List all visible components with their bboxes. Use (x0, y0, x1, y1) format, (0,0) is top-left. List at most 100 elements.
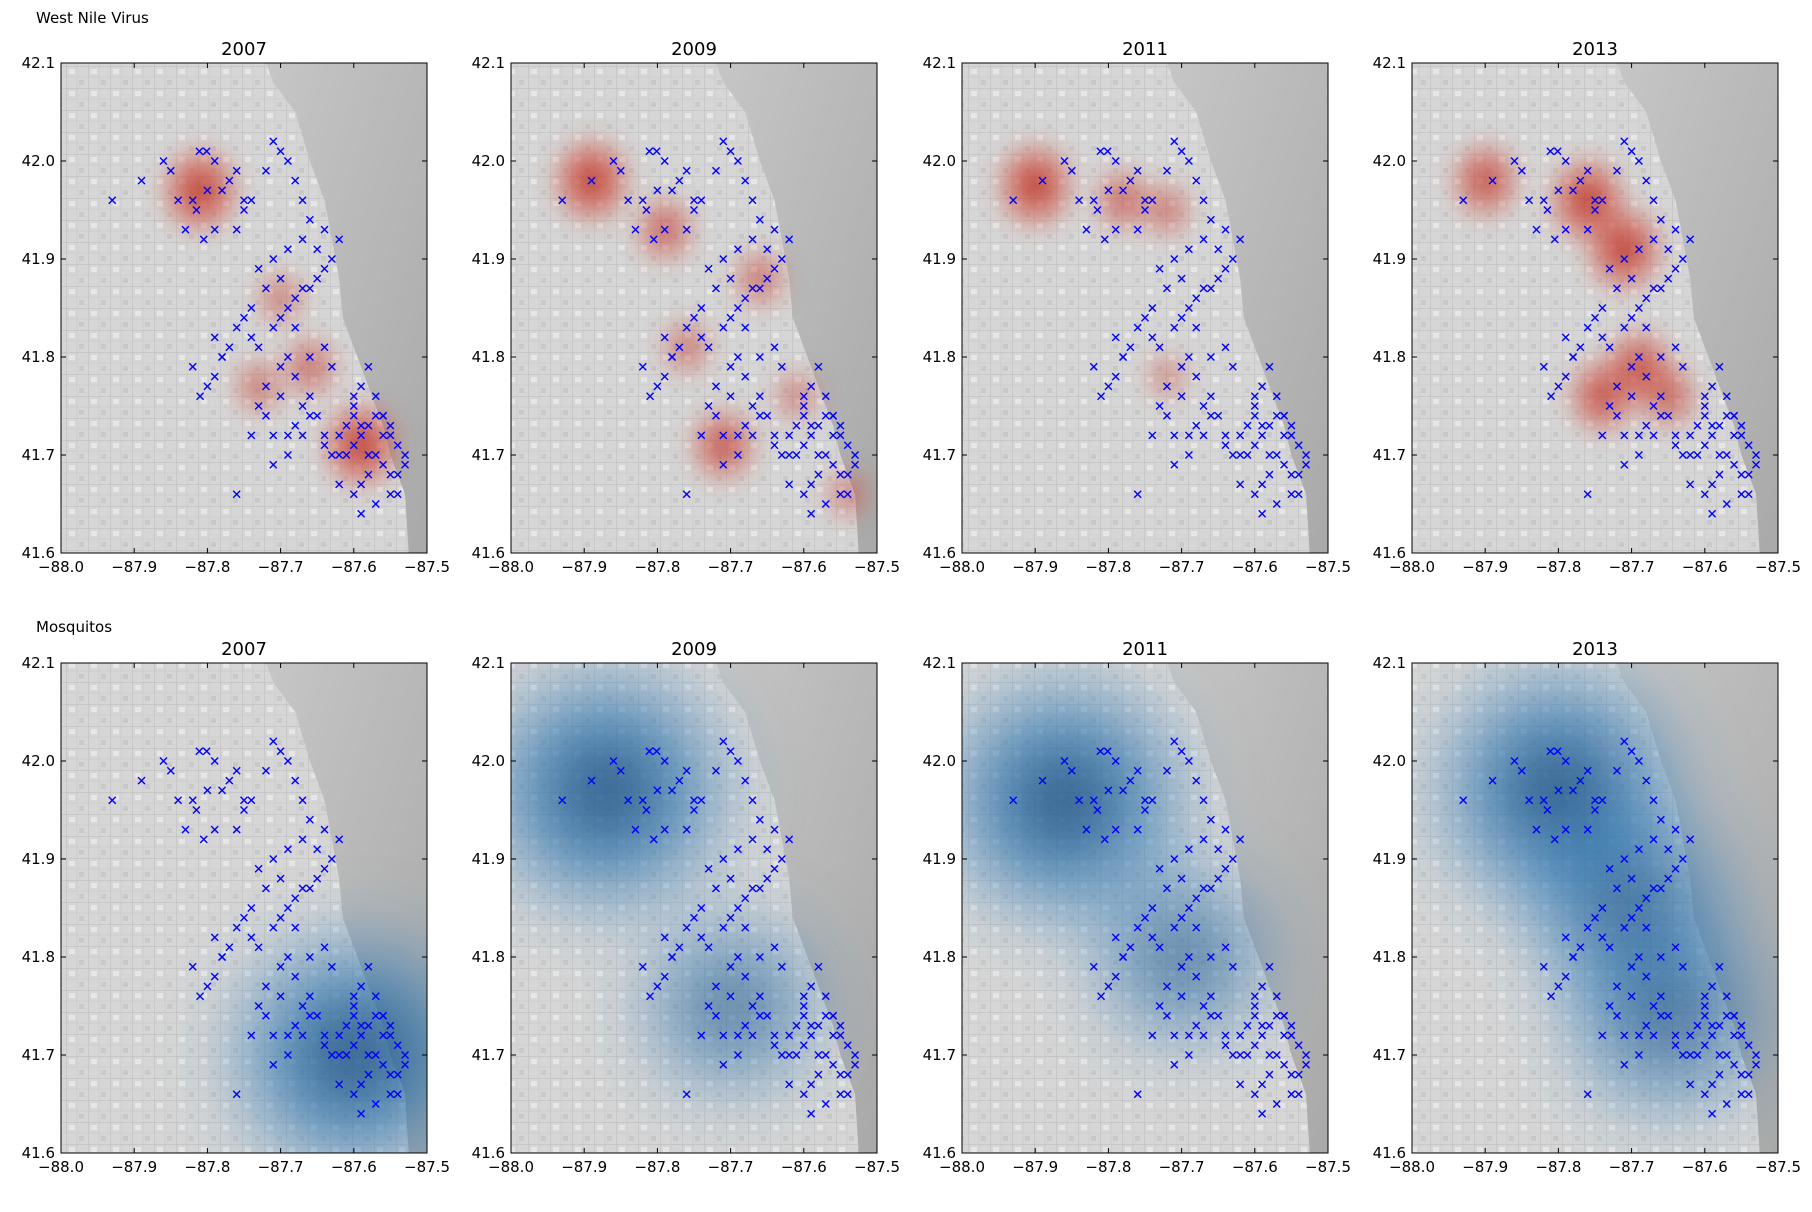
trap-marker (1459, 196, 1468, 205)
x-tick-label: −87.7 (1609, 1158, 1655, 1176)
trap-marker (726, 747, 735, 756)
x-tick-label: −88.0 (38, 558, 84, 576)
trap-marker (232, 490, 241, 499)
trap-marker (1250, 441, 1259, 450)
trap-marker (1730, 1060, 1739, 1069)
trap-marker (386, 1070, 395, 1079)
trap-marker (851, 460, 860, 469)
trap-marker (1547, 392, 1556, 401)
trap-marker (357, 1031, 366, 1040)
trap-marker (704, 943, 713, 952)
trap-marker (1678, 255, 1687, 263)
trap-marker (1744, 470, 1753, 479)
trap-marker (305, 411, 314, 420)
trap-marker (1598, 333, 1607, 342)
trap-marker (1546, 747, 1555, 756)
trap-marker (225, 176, 234, 185)
density-hotspot (1561, 351, 1643, 442)
trap-marker (1620, 460, 1629, 469)
trap-marker (232, 225, 241, 234)
trap-marker (1177, 747, 1186, 756)
y-tick-label: 42.1 (1373, 54, 1406, 72)
trap-marker (1627, 362, 1636, 371)
trap-marker (829, 431, 838, 440)
trap-marker (371, 392, 380, 401)
trap-marker (733, 904, 742, 912)
trap-marker (1737, 421, 1746, 430)
trap-marker (748, 235, 757, 244)
trap-marker (1177, 147, 1186, 156)
trap-marker (1561, 372, 1570, 381)
trap-marker (305, 815, 314, 824)
y-tick-label: 41.7 (472, 446, 505, 464)
density-hotspot (655, 312, 719, 383)
trap-marker (748, 431, 757, 440)
trap-marker (836, 1070, 845, 1079)
trap-marker (254, 402, 263, 410)
trap-marker (298, 796, 307, 805)
trap-marker (232, 323, 241, 332)
trap-marker (711, 982, 720, 991)
trap-marker (1184, 304, 1193, 312)
trap-marker (1708, 1080, 1717, 1089)
trap-marker (210, 372, 219, 381)
trap-marker (1192, 923, 1201, 932)
trap-marker (1170, 923, 1179, 932)
panel-title: 2007 (221, 39, 267, 60)
trap-marker (357, 509, 366, 518)
trap-marker (371, 1011, 380, 1020)
trap-marker (349, 441, 358, 450)
trap-marker (1126, 943, 1135, 952)
trap-marker (1642, 176, 1651, 185)
trap-marker (1539, 196, 1548, 205)
trap-marker (814, 962, 823, 971)
trap-marker (1554, 786, 1563, 795)
trap-marker (1583, 825, 1592, 834)
trap-marker (401, 1051, 410, 1059)
trap-marker (645, 147, 654, 156)
trap-marker (225, 943, 234, 952)
panel-title: 2013 (1572, 639, 1618, 660)
x-tick-label: −87.6 (781, 558, 827, 576)
trap-marker (1060, 757, 1069, 765)
trap-marker (357, 1080, 366, 1089)
trap-marker (1550, 235, 1559, 244)
trap-marker (1686, 1080, 1695, 1089)
trap-marker (741, 894, 750, 903)
x-tick-label: −87.5 (404, 1158, 450, 1176)
trap-marker (1715, 421, 1724, 430)
trap-marker (1287, 1021, 1296, 1030)
trap-marker (1583, 1090, 1592, 1099)
trap-marker (704, 343, 713, 352)
trap-marker (240, 206, 248, 214)
trap-marker (1111, 225, 1120, 234)
trap-marker (1550, 835, 1559, 844)
trap-marker (1184, 845, 1193, 854)
trap-marker (1103, 747, 1112, 756)
density-hotspot (1139, 346, 1194, 407)
trap-marker (1737, 1031, 1746, 1040)
trap-marker (785, 431, 794, 440)
trap-marker (1294, 1070, 1303, 1079)
trap-marker (1744, 490, 1753, 499)
trap-marker (726, 313, 735, 322)
trap-marker (1236, 1080, 1245, 1089)
trap-marker (1199, 431, 1208, 440)
trap-marker (1199, 835, 1208, 844)
trap-marker (283, 757, 292, 765)
trap-marker (1067, 166, 1076, 175)
axes-frame (1411, 662, 1779, 1154)
trap-marker (166, 166, 175, 175)
y-tick-label: 41.7 (1373, 1046, 1406, 1064)
trap-marker (137, 776, 146, 785)
trap-marker (218, 953, 227, 961)
trap-marker (748, 835, 757, 844)
trap-marker (799, 1090, 808, 1099)
trap-marker (814, 1021, 823, 1030)
trap-marker (291, 972, 300, 981)
panel-title: 2009 (671, 39, 717, 60)
trap-marker (1287, 1031, 1296, 1040)
trap-marker (1287, 470, 1296, 479)
trap-marker (210, 757, 219, 765)
trap-marker (1671, 264, 1680, 273)
